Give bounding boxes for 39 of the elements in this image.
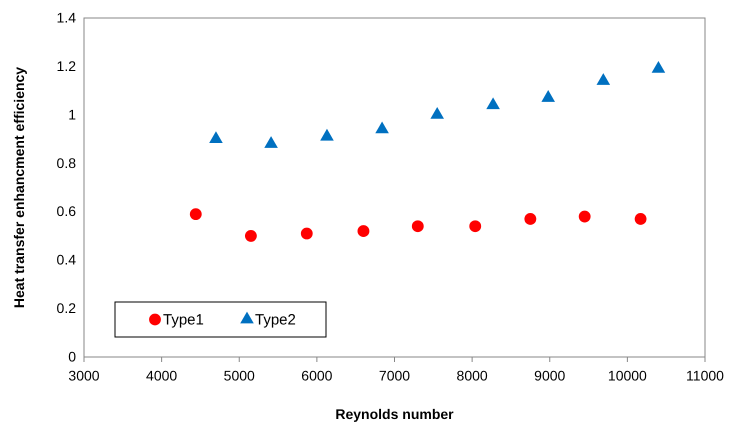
point [541,90,555,102]
y-tick-label: 0.2 [56,300,76,316]
point [244,230,257,242]
y-tick-label: 1.2 [56,58,76,74]
point [578,210,591,222]
y-axis-title: Heat transfer enhancment efficiency [11,66,27,308]
legend-label: Type1 [163,312,204,328]
x-tick-label: 5000 [224,367,256,384]
y-tick-label: 1 [68,106,76,122]
point [209,131,223,143]
y-tick-label: 1.4 [56,9,76,26]
x-tick-label: 8000 [456,367,488,384]
y-tick-label: 0.4 [56,252,76,268]
y-tick-label: 0.8 [56,154,76,171]
point [430,107,444,119]
legend-label: Type2 [255,312,296,328]
x-tick-label: 4000 [146,367,178,384]
y-tick-label: 0 [68,348,76,364]
point [634,213,646,225]
point [358,225,370,237]
point [375,122,389,134]
point [320,128,334,141]
point [486,97,500,110]
point [300,228,313,240]
x-tick-label: 11000 [686,367,724,384]
x-tick-label: 3000 [68,367,100,384]
y-tick-label: 0.6 [56,203,76,220]
x-tick-label: 9000 [534,367,566,384]
point [524,213,536,225]
x-tick-label: 10000 [608,367,648,384]
point [264,136,278,148]
point [190,208,202,220]
x-axis-title: Reynolds number [335,406,454,422]
point [596,73,610,85]
x-tick-label: 7000 [378,367,410,384]
point [652,61,666,73]
point [469,220,482,232]
x-tick-label: 6000 [301,367,333,384]
point [412,220,424,232]
